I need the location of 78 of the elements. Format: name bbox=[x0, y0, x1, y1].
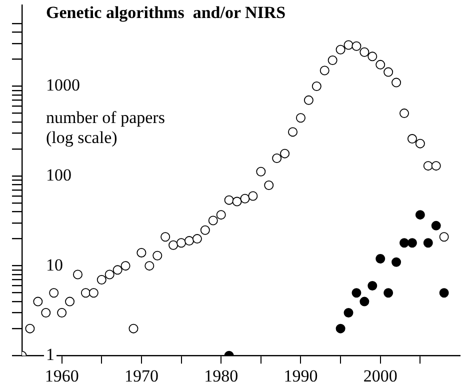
y-tick-label: 1000 bbox=[46, 76, 80, 95]
point bbox=[288, 127, 298, 137]
point bbox=[49, 288, 59, 298]
point bbox=[33, 296, 43, 306]
x-tick-label: 1970 bbox=[124, 366, 158, 386]
point bbox=[368, 52, 378, 62]
x-tick-label: 1960 bbox=[44, 366, 79, 386]
point bbox=[400, 108, 410, 118]
point bbox=[88, 288, 98, 298]
point bbox=[184, 236, 194, 246]
point bbox=[352, 288, 362, 298]
point bbox=[120, 261, 130, 271]
point bbox=[176, 238, 186, 248]
x-tick-label: 1990 bbox=[284, 366, 318, 386]
point bbox=[384, 288, 394, 298]
point bbox=[344, 308, 354, 318]
point bbox=[431, 220, 441, 230]
point bbox=[392, 257, 402, 267]
point bbox=[41, 308, 51, 318]
point bbox=[256, 166, 266, 176]
y-tick-label: 10 bbox=[46, 255, 63, 274]
point bbox=[208, 216, 218, 226]
point bbox=[304, 95, 314, 105]
point bbox=[144, 261, 154, 271]
point bbox=[415, 210, 425, 220]
point bbox=[296, 113, 306, 123]
point bbox=[360, 47, 370, 57]
point bbox=[392, 78, 402, 88]
point bbox=[25, 324, 35, 334]
point bbox=[407, 238, 417, 248]
point bbox=[248, 191, 258, 201]
point bbox=[160, 232, 170, 242]
point bbox=[152, 250, 162, 260]
point bbox=[376, 60, 386, 70]
x-tick-label: 2000 bbox=[363, 366, 398, 386]
point bbox=[136, 248, 146, 258]
point bbox=[272, 153, 282, 163]
point bbox=[320, 66, 330, 76]
point bbox=[216, 210, 226, 220]
point bbox=[439, 288, 449, 298]
point bbox=[57, 308, 67, 318]
y-tick-label: 1 bbox=[46, 345, 54, 364]
point bbox=[72, 270, 82, 280]
point bbox=[336, 324, 346, 334]
point bbox=[415, 138, 425, 148]
point bbox=[224, 195, 234, 205]
point bbox=[104, 270, 114, 280]
point bbox=[232, 196, 242, 206]
point bbox=[352, 41, 362, 51]
point bbox=[376, 254, 386, 264]
point bbox=[368, 280, 378, 290]
point bbox=[280, 148, 290, 158]
y-tick-label: 100 bbox=[46, 166, 72, 185]
point bbox=[423, 161, 433, 171]
point bbox=[407, 134, 417, 144]
point bbox=[240, 194, 250, 204]
point bbox=[336, 44, 346, 54]
point bbox=[128, 324, 138, 334]
point bbox=[168, 240, 178, 250]
point bbox=[431, 161, 441, 171]
point bbox=[328, 55, 338, 65]
point bbox=[96, 274, 106, 284]
point bbox=[80, 288, 90, 298]
point bbox=[200, 225, 210, 235]
y-axis-title: number of papers (log scale) bbox=[46, 108, 165, 148]
point bbox=[192, 234, 202, 244]
point bbox=[264, 180, 274, 190]
point bbox=[112, 265, 122, 275]
point bbox=[344, 40, 354, 50]
point bbox=[312, 82, 322, 92]
point bbox=[360, 296, 370, 306]
point bbox=[65, 296, 75, 306]
x-tick-label: 1980 bbox=[204, 366, 238, 386]
point bbox=[423, 238, 433, 248]
point bbox=[384, 67, 394, 77]
point bbox=[400, 238, 410, 248]
chart-title: Genetic algorithms and/or NIRS bbox=[46, 2, 286, 22]
point bbox=[439, 232, 449, 242]
